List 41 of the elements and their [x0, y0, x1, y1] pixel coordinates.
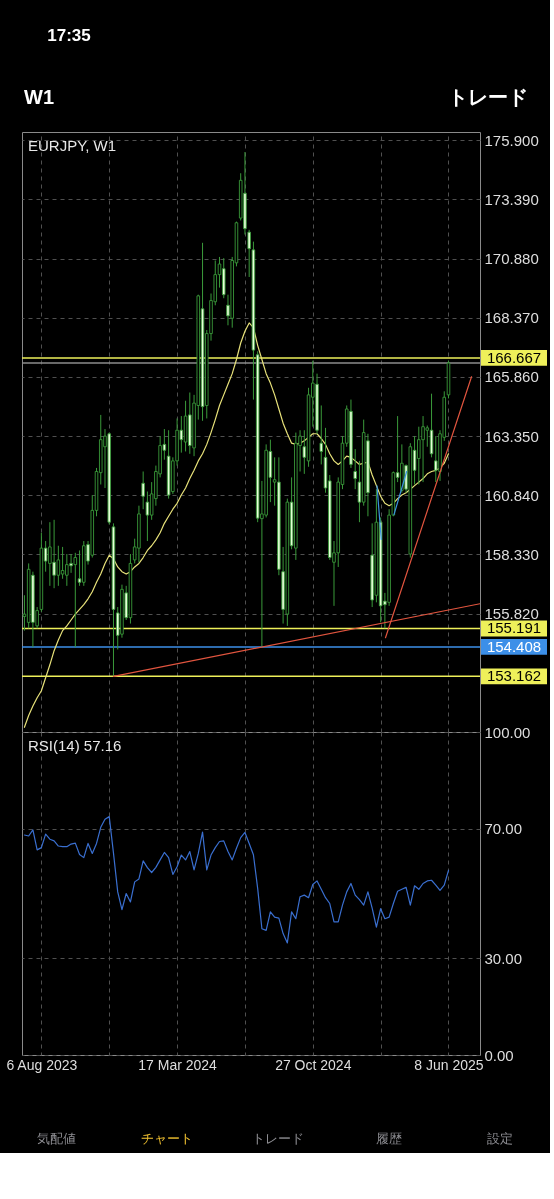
text: チャート — [141, 1131, 194, 1146]
line-series — [23, 322, 450, 728]
y-tick-label: 0.00 — [484, 1046, 514, 1064]
y-tick-label: 173.390 — [484, 190, 539, 208]
y-tick-label: 160.840 — [484, 486, 539, 504]
candlestick — [60, 546, 65, 580]
candlestick — [69, 553, 73, 574]
text: W1 — [24, 86, 54, 108]
x-tick-label: 17 Mar 2024 — [138, 1056, 218, 1073]
x-tick-label: 6 Aug 2023 — [6, 1056, 78, 1073]
y-tick-label: 163.350 — [484, 427, 539, 445]
y-tick-label: 165.860 — [484, 368, 539, 386]
line-series — [23, 816, 450, 944]
candlestick — [434, 435, 438, 483]
candlestick — [421, 415, 425, 483]
candlestick — [73, 552, 78, 648]
ref-line-label: 154.408 — [486, 637, 542, 655]
chart-title: EURJPY, W1 — [28, 137, 117, 154]
y-tick-label: 168.370 — [484, 309, 539, 327]
candlestick — [48, 521, 52, 587]
ref-line-label: 166.667 — [486, 348, 542, 366]
x-tick-label: 8 Jun 2025 — [414, 1056, 484, 1073]
candlestick — [319, 404, 324, 465]
text: トレード — [252, 1131, 304, 1146]
candlestick — [77, 549, 82, 587]
text: 気配値 — [36, 1131, 76, 1146]
text: 履歴 — [375, 1131, 402, 1146]
x-tick-label: 27 Oct 2024 — [275, 1056, 352, 1073]
y-tick-label: 158.330 — [484, 545, 539, 563]
y-tick-label: 100.00 — [484, 723, 531, 741]
text: トレード — [448, 86, 528, 108]
chart-title: RSI(14) 57.16 — [28, 737, 122, 754]
y-tick-label: 170.880 — [484, 250, 539, 268]
y-tick-label: 30.00 — [484, 949, 523, 967]
y-tick-label: 175.900 — [484, 131, 539, 149]
text: 17:35 — [47, 26, 91, 45]
ref-line-label: 153.162 — [486, 667, 542, 685]
candlestick — [65, 553, 69, 587]
y-tick-label: 70.00 — [484, 820, 523, 838]
text: 設定 — [486, 1131, 513, 1146]
candlestick — [52, 519, 56, 589]
